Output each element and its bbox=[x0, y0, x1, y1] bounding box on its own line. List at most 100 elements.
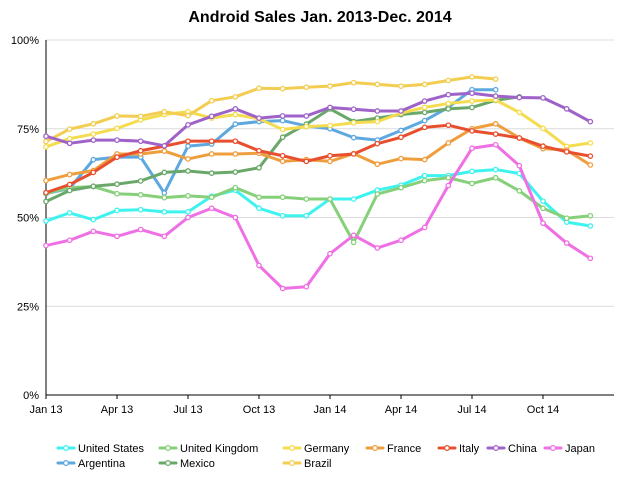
legend-item-united-states: United States bbox=[56, 443, 145, 455]
legend-marker bbox=[443, 444, 451, 452]
data-point bbox=[114, 190, 120, 197]
data-point bbox=[185, 156, 191, 162]
y-tick-label: 0% bbox=[23, 390, 39, 402]
legend-marker bbox=[164, 459, 172, 467]
legend-label: Italy bbox=[459, 443, 480, 455]
data-point bbox=[398, 127, 404, 134]
data-point bbox=[587, 212, 594, 219]
data-point bbox=[232, 106, 239, 112]
data-point bbox=[540, 220, 546, 227]
data-point bbox=[43, 138, 49, 145]
data-point bbox=[208, 194, 215, 201]
data-point bbox=[279, 212, 286, 219]
data-point bbox=[208, 138, 215, 145]
y-tick-label: 50% bbox=[17, 213, 39, 225]
data-point bbox=[469, 145, 475, 152]
y-tick-label: 25% bbox=[17, 301, 39, 313]
data-point bbox=[469, 74, 475, 80]
data-point bbox=[208, 97, 215, 104]
data-point bbox=[492, 120, 499, 127]
data-point bbox=[421, 124, 428, 131]
data-point bbox=[469, 98, 475, 104]
legend-label: Mexico bbox=[180, 458, 215, 470]
data-point bbox=[540, 143, 546, 149]
data-point bbox=[66, 135, 73, 142]
legend-label: Germany bbox=[304, 443, 350, 455]
data-point bbox=[303, 196, 310, 202]
x-tick-label: Apr 13 bbox=[101, 404, 133, 416]
data-point bbox=[374, 245, 381, 251]
series-line-united-states bbox=[44, 168, 592, 228]
data-point bbox=[445, 140, 452, 146]
series-germany bbox=[43, 97, 594, 150]
legend: United States United Kingdom Germany France… bbox=[56, 443, 595, 470]
data-point bbox=[492, 93, 499, 99]
data-point bbox=[303, 283, 310, 290]
data-point bbox=[232, 151, 239, 157]
legend-label: France bbox=[387, 443, 421, 455]
legend-marker bbox=[164, 444, 172, 452]
data-point bbox=[492, 166, 499, 173]
data-point bbox=[161, 108, 168, 115]
data-point bbox=[232, 184, 239, 191]
data-point bbox=[114, 125, 120, 132]
data-point bbox=[161, 233, 168, 240]
series-line-china bbox=[44, 91, 592, 148]
data-point bbox=[587, 223, 594, 229]
data-point bbox=[114, 154, 120, 160]
data-point bbox=[303, 212, 310, 219]
data-point bbox=[327, 158, 333, 165]
data-point bbox=[327, 122, 333, 129]
data-point bbox=[492, 141, 499, 148]
data-point bbox=[90, 216, 97, 223]
data-point bbox=[161, 194, 168, 201]
data-point bbox=[421, 117, 428, 124]
data-point bbox=[398, 134, 404, 141]
data-point bbox=[66, 210, 73, 216]
data-point bbox=[232, 214, 239, 221]
data-point bbox=[185, 138, 191, 145]
x-tick-label: Jul 13 bbox=[173, 404, 202, 416]
data-point bbox=[90, 131, 97, 137]
data-point bbox=[327, 104, 333, 111]
data-point bbox=[137, 206, 144, 213]
data-point bbox=[114, 181, 120, 187]
data-point bbox=[43, 242, 49, 249]
data-point bbox=[137, 147, 144, 154]
data-point bbox=[421, 172, 428, 179]
data-point bbox=[516, 162, 523, 169]
data-point bbox=[208, 205, 215, 212]
data-point bbox=[421, 177, 428, 184]
data-point bbox=[492, 174, 499, 181]
legend-label: United Kingdom bbox=[180, 443, 258, 455]
data-point bbox=[256, 205, 262, 212]
data-point bbox=[540, 198, 546, 205]
legend-marker bbox=[549, 444, 557, 452]
data-point bbox=[350, 106, 357, 113]
data-point bbox=[114, 233, 120, 240]
data-point bbox=[421, 109, 428, 116]
data-point bbox=[445, 77, 452, 84]
data-point bbox=[398, 184, 404, 191]
data-point bbox=[327, 196, 333, 202]
legend-marker bbox=[288, 459, 296, 467]
data-point bbox=[421, 156, 428, 163]
data-point bbox=[563, 240, 570, 246]
data-point bbox=[185, 214, 191, 221]
data-point bbox=[469, 128, 475, 134]
data-point bbox=[66, 171, 73, 178]
data-point bbox=[90, 156, 97, 163]
data-point bbox=[492, 131, 499, 137]
series-line-italy bbox=[44, 123, 592, 195]
data-point bbox=[303, 123, 310, 130]
data-point bbox=[137, 138, 144, 145]
data-point bbox=[232, 138, 239, 145]
data-point bbox=[256, 85, 262, 92]
series-line-germany bbox=[44, 98, 592, 149]
data-point bbox=[256, 194, 262, 201]
data-point bbox=[114, 113, 120, 119]
legend-marker bbox=[62, 459, 70, 467]
data-point bbox=[563, 215, 570, 222]
legend-label: Brazil bbox=[304, 458, 332, 470]
data-point bbox=[43, 198, 49, 205]
